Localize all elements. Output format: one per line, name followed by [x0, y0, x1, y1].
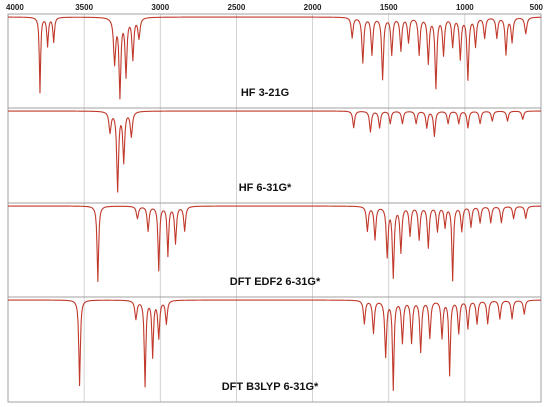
panel-label: HF 3-21G: [241, 87, 289, 99]
x-tick-label: 4000: [6, 3, 24, 12]
panel-label: DFT B3LYP 6-31G*: [222, 381, 319, 393]
spectrum-panel: DFT B3LYP 6-31G*: [7, 296, 542, 403]
panel-frame: [7, 296, 542, 403]
x-tick-label: 3500: [75, 3, 93, 12]
x-tick-label: 3000: [151, 3, 169, 12]
x-tick-label: 1000: [456, 3, 474, 12]
spectrum-line: [8, 16, 542, 100]
spectrum-panel: HF 6-31G*: [7, 107, 542, 204]
spectrum-line: [8, 205, 541, 283]
x-axis-ticks: 4000 3500 3000 2500 2000 1500 1000 500: [6, 3, 544, 12]
panel-label: DFT EDF2 6-31G*: [230, 276, 321, 288]
x-tick-label: 500: [530, 3, 544, 12]
grid-layer: [7, 14, 542, 402]
spectrum-line: [8, 299, 541, 391]
spectrum-panel: DFT EDF2 6-31G*: [7, 202, 542, 298]
x-tick-label: 2500: [228, 3, 246, 12]
spectrum-panels: HF 3-21G HF 6-31G* DFT EDF2 6-31G* DFT B3LY…: [7, 13, 542, 403]
x-tick-label: 2000: [304, 3, 322, 12]
spectrum-line: [8, 110, 542, 193]
spectrum-panel: HF 3-21G: [7, 13, 542, 109]
panel-label: HF 6-31G*: [239, 182, 292, 194]
x-tick-label: 1500: [380, 3, 398, 12]
